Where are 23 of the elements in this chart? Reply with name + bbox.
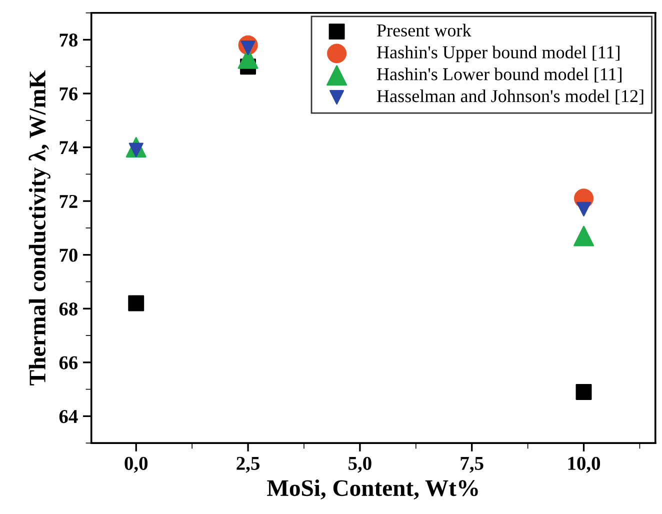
y-tick-label: 76 [60, 87, 78, 100]
x-axis-title: MoSi, Content, Wt% [267, 479, 478, 500]
y-tick-label: 78 [60, 34, 78, 47]
point [573, 226, 594, 246]
legend-label: Hashin's Lower bound model [11] [377, 68, 622, 83]
legend-label: Present work [377, 24, 472, 36]
y-tick-label: 68 [59, 302, 78, 316]
x-tick-label: 2,5 [236, 456, 260, 473]
legend-label: Hashin's Upper bound model [11] [377, 46, 620, 62]
x-tick-label: 7,5 [460, 457, 484, 473]
y-tick-label: 64 [59, 410, 78, 424]
x-tick-label: 10,0 [568, 456, 600, 473]
point [576, 202, 592, 216]
y-tick-label: 72 [60, 194, 78, 208]
y-axis-title: Thermal conductivity λ, W/mK [28, 70, 50, 386]
legend-label: Hasselman and Johnson's model [12] [377, 89, 644, 104]
point [128, 295, 144, 312]
x-tick-label: 0,0 [124, 456, 148, 473]
y-tick-label: 70 [60, 248, 78, 262]
point [576, 384, 592, 400]
y-tick-label: 74 [60, 141, 78, 154]
y-tick-label: 66 [59, 356, 78, 370]
x-tick-label: 5,0 [348, 456, 372, 473]
